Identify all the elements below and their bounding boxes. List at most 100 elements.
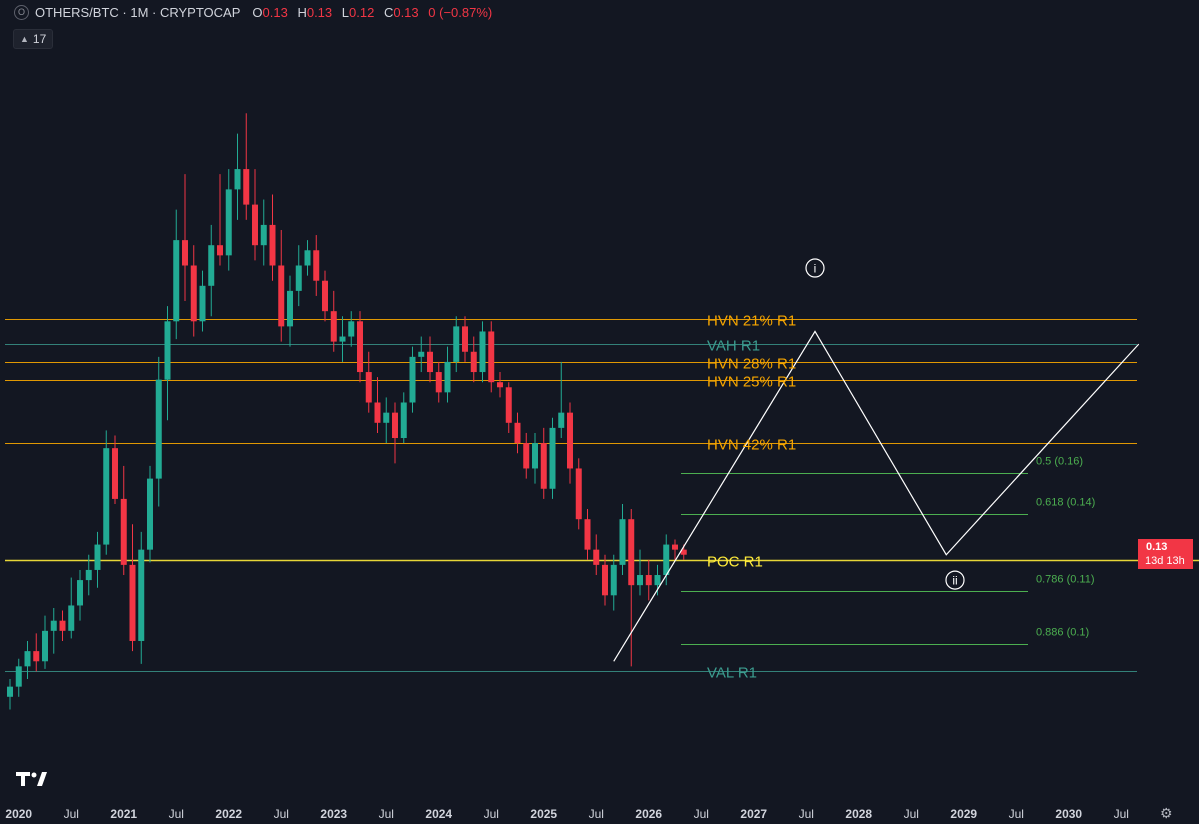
candle-body [278,265,285,327]
low-value: 0.12 [349,5,375,20]
candle-body [514,422,521,444]
candle-body [243,169,250,205]
open-label: O [252,5,263,20]
candle-body [575,468,582,520]
candle-body [147,478,153,550]
time-axis-label: Jul [799,807,814,821]
levels-layer [5,319,1199,672]
candle-body [94,544,101,570]
candle-body [7,686,13,697]
close-label: C [383,5,394,20]
time-axis-label: 2020 [5,807,32,821]
candle-body [540,443,547,489]
candle-body [138,549,145,641]
candle-body [357,321,363,373]
time-axis-label: Jul [484,807,499,821]
level-label: POC R1 [707,554,763,571]
candle-body [365,372,372,403]
fib-label: 0.5 (0.16) [1036,456,1083,468]
open-value: 0.13 [262,5,288,20]
candle-body [208,245,215,286]
candle-body [645,575,652,586]
candle-body [313,250,320,281]
candle-body [252,204,258,246]
candle-body [610,564,617,596]
wave-label: i [814,262,817,276]
indicators-toggle-button[interactable]: ▲ 17 [13,29,54,49]
fib-label: 0.618 (0.14) [1036,497,1095,509]
candle-body [50,620,57,631]
candle-body [637,575,643,586]
time-axis-label: Jul [694,807,709,821]
wave-label: ii [952,574,957,588]
symbol-logo-icon: O [14,5,29,20]
candle-body [383,412,390,423]
tradingview-logo-icon[interactable] [16,768,50,788]
level-label: VAH R1 [707,338,760,355]
candle-body [567,412,573,469]
candle-body [479,331,486,373]
current-price-tag: 0.13 13d 13h [1138,539,1193,569]
candle-body [549,427,556,489]
time-axis-label: 2028 [845,807,872,821]
candle-body [33,651,40,662]
time-axis-label: Jul [904,807,919,821]
candle-body [234,169,241,190]
candle-body [295,265,302,291]
candle-body [409,356,416,403]
candle-body [392,412,398,439]
wave-drawing: iii [613,258,1140,662]
time-axis-label: 2026 [635,807,662,821]
time-axis-label: Jul [64,807,79,821]
candle-body [225,189,232,256]
candle-body [120,498,127,565]
candle-body [348,321,355,337]
candle-body [103,448,110,545]
candle-body [584,519,591,550]
candle-body [602,564,608,596]
level-label: HVN 25% R1 [707,374,796,391]
time-axis-label: 2025 [530,807,557,821]
candle-body [462,326,468,352]
candle-body [129,564,136,641]
candle-body [444,361,451,393]
candle-body [427,351,433,373]
candle-body [672,544,678,550]
candle-body [418,351,425,357]
wave-label-circle [945,570,965,590]
candle-body [532,443,538,469]
candle-body [24,651,31,667]
time-axis: 2020 Jul 2021 Jul 2022 Jul 2023 Jul 2024 Jul 2025 J… [5,807,1129,821]
high-label: H [297,5,307,20]
symbol-header: O OTHERS/BTC · 1M · CRYPTOCAP O0.13 H0.1… [14,5,498,20]
indicator-count: 17 [32,32,47,46]
time-axis-label: 2030 [1055,807,1082,821]
chart-settings-gear-icon[interactable]: ⚙ [1160,805,1173,821]
candle-body [680,549,687,555]
candle-body [164,321,171,380]
candle-body [654,575,661,586]
level-label: HVN 28% R1 [707,356,796,373]
candle-body [77,580,83,606]
candle-body [155,379,162,479]
candle-body [339,336,346,342]
candle-body [593,549,600,565]
low-label: L [341,5,350,20]
candles-layer [7,113,687,710]
level-label: VAL R1 [707,665,757,682]
candle-body [330,311,337,342]
candle-body [190,265,197,322]
candle-body [400,402,407,439]
candle-body [453,326,460,362]
candle-body [497,382,503,388]
candle-body [619,519,626,565]
time-axis-label: 2022 [215,807,242,821]
candle-body [304,250,311,266]
candle-body [470,351,477,373]
candle-body [15,666,22,687]
symbol-title[interactable]: OTHERS/BTC · 1M · CRYPTOCAP [35,5,241,20]
time-axis-label: Jul [169,807,184,821]
